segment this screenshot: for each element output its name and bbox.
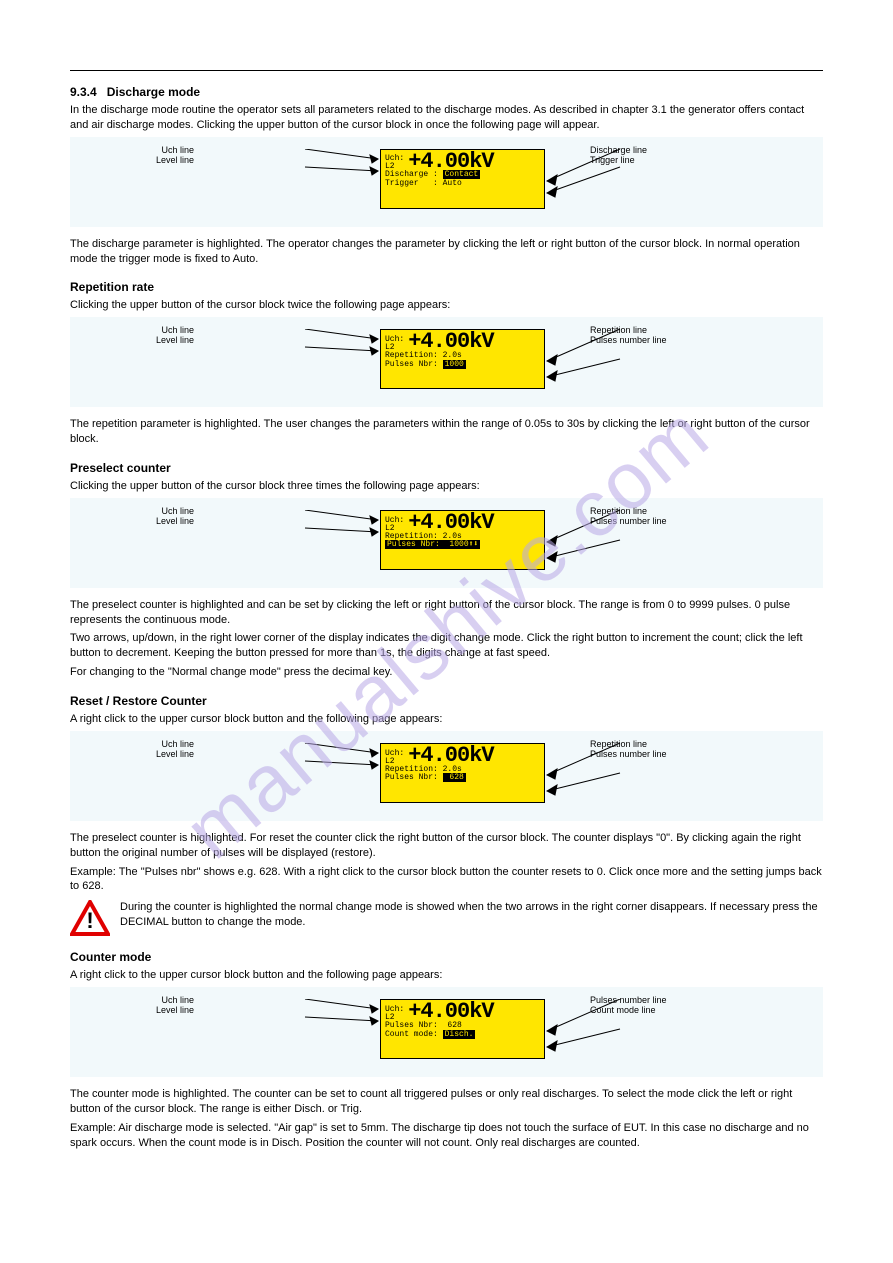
heading-repetition: Repetition rate <box>70 280 823 294</box>
panel5-caption-a: The counter mode is highlighted. The cou… <box>70 1087 823 1117</box>
section-heading: 9.3.4 Discharge mode <box>70 85 823 99</box>
lbl-uch-line: Uch line <box>74 506 194 516</box>
lbl-uch-line: Uch line <box>74 325 194 335</box>
svg-text:!: ! <box>86 908 93 933</box>
lbl-uch-line: Uch line <box>74 995 194 1005</box>
panel-repetition: Uch line Level line Repetition line Puls… <box>70 317 823 407</box>
caution-row: ! During the counter is highlighted the … <box>70 900 823 936</box>
counter-text: A right click to the upper cursor block … <box>70 968 823 983</box>
panel2-caption: The repetition parameter is highlighted.… <box>70 417 823 447</box>
panel3-caption-a: The preselect counter is highlighted and… <box>70 598 823 628</box>
header-divider <box>70 70 823 71</box>
panel4-caption-a: The preselect counter is highlighted. Fo… <box>70 831 823 861</box>
section-number: 9.3.4 <box>70 85 97 99</box>
panel4-caption-b: Example: The "Pulses nbr" shows e.g. 628… <box>70 865 823 895</box>
preselect-text: Clicking the upper button of the cursor … <box>70 479 823 494</box>
reset-text: A right click to the upper cursor block … <box>70 712 823 727</box>
panel-counter-mode: Uch line Level line Pulses number line C… <box>70 987 823 1077</box>
lcd-screen-2: Uch:L2 +4.00kV Repetition: 2.0s Pulses N… <box>380 329 545 389</box>
lbl-level-line: Level line <box>74 335 194 345</box>
lcd-main-value: +4.00kV <box>408 152 493 172</box>
lbl-level-line: Level line <box>74 749 194 759</box>
warning-triangle-icon: ! <box>70 900 110 936</box>
panel-preselect: Uch line Level line Repetition line Puls… <box>70 498 823 588</box>
lbl-level-line: Level line <box>74 516 194 526</box>
lcd-screen-5: Uch:L2 +4.00kV Pulses Nbr: 628 Count mod… <box>380 999 545 1059</box>
panel-discharge-mode: Uch line Level line Discharge line Trigg… <box>70 137 823 227</box>
heading-reset: Reset / Restore Counter <box>70 694 823 708</box>
panel3-caption-c: For changing to the "Normal change mode"… <box>70 665 823 680</box>
panel1-caption: The discharge parameter is highlighted. … <box>70 237 823 267</box>
caution-text: During the counter is highlighted the no… <box>120 900 823 930</box>
panel-reset: Uch line Level line Repetition line Puls… <box>70 731 823 821</box>
lbl-uch-line: Uch line <box>74 739 194 749</box>
lbl-level-line: Level line <box>74 155 194 165</box>
repetition-text: Clicking the upper button of the cursor … <box>70 298 823 313</box>
lbl-level-line: Level line <box>74 1005 194 1015</box>
section-title-text: Discharge mode <box>107 85 200 99</box>
heading-preselect: Preselect counter <box>70 461 823 475</box>
lcd-screen-4: Uch:L2 +4.00kV Repetition: 2.0s Pulses N… <box>380 743 545 803</box>
lcd-screen-1: Uch:L2 +4.00kV Discharge : Contact Trigg… <box>380 149 545 209</box>
intro-paragraph: In the discharge mode routine the operat… <box>70 103 823 133</box>
lbl-uch-line: Uch line <box>74 145 194 155</box>
panel5-caption-b: Example: Air discharge mode is selected.… <box>70 1121 823 1151</box>
heading-counter-mode: Counter mode <box>70 950 823 964</box>
panel3-caption-b: Two arrows, up/down, in the right lower … <box>70 631 823 661</box>
lcd-screen-3: Uch:L2 +4.00kV Repetition: 2.0s Pulses N… <box>380 510 545 570</box>
